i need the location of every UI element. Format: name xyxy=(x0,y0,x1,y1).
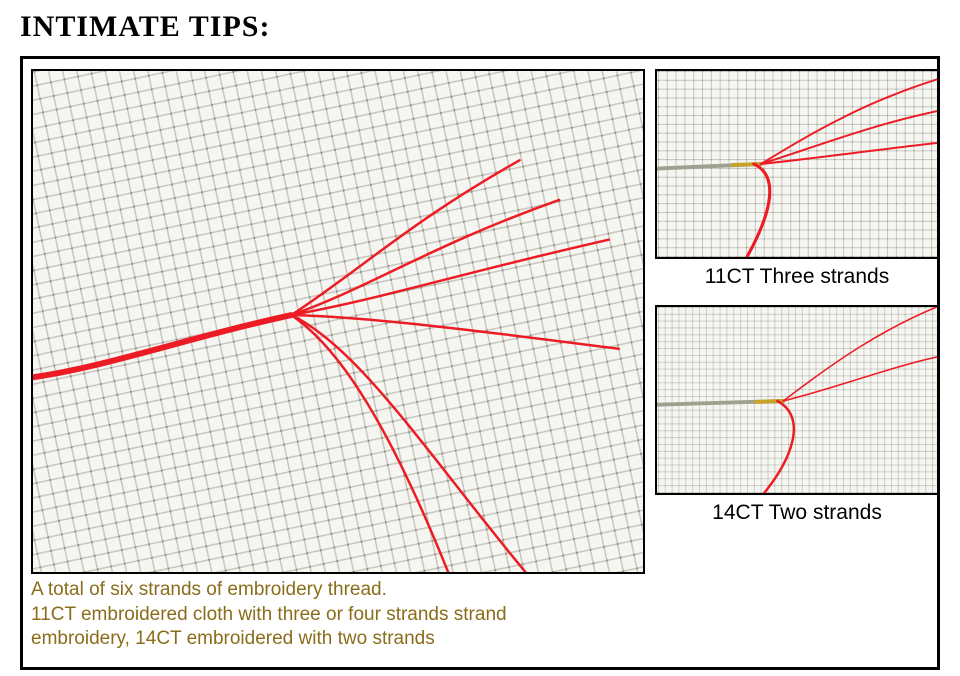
description-line: A total of six strands of embroidery thr… xyxy=(31,578,645,603)
caption-14ct: 14CT Two strands xyxy=(655,495,939,533)
content-frame: A total of six strands of embroidery thr… xyxy=(20,56,940,670)
main-embroidery-svg xyxy=(33,71,643,572)
embroidery-svg-14ct xyxy=(657,307,937,493)
description-line: 11CT embroidered cloth with three or fou… xyxy=(31,603,645,628)
page-title: INTIMATE TIPS: xyxy=(0,0,960,56)
caption-11ct: 11CT Three strands xyxy=(655,259,939,297)
side-block-14ct: 14CT Two strands xyxy=(655,305,939,533)
description-text: A total of six strands of embroidery thr… xyxy=(31,574,645,652)
main-image-panel xyxy=(31,69,645,574)
side-block-11ct: 11CT Three strands xyxy=(655,69,939,297)
image-panel-11ct xyxy=(655,69,939,259)
left-column: A total of six strands of embroidery thr… xyxy=(31,69,645,659)
image-panel-14ct xyxy=(655,305,939,495)
right-column: 11CT Three strands 14CT Two strands xyxy=(655,69,939,659)
embroidery-svg-11ct xyxy=(657,71,937,257)
description-line: embroidery, 14CT embroidered with two st… xyxy=(31,627,645,652)
